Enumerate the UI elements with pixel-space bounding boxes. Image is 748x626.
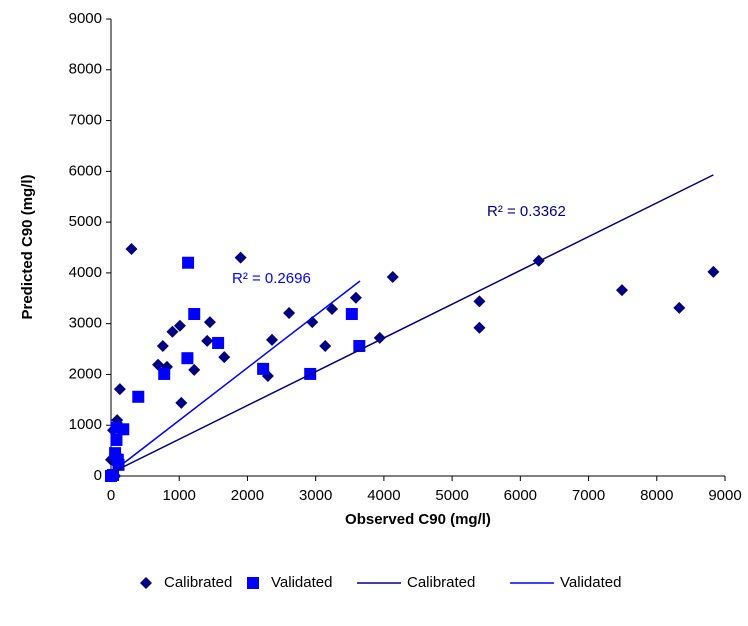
x-tick-label: 7000 [572, 487, 605, 504]
point [345, 308, 358, 321]
x-tick-label: 1000 [163, 487, 196, 504]
point [326, 302, 339, 315]
point [673, 301, 686, 314]
point [152, 358, 165, 371]
trend-line [110, 280, 361, 474]
y-tick-label: 3000 [69, 315, 102, 332]
y-tick-label: 1000 [69, 416, 102, 433]
y-axis-title: Predicted C90 (mg/l) [19, 174, 36, 319]
legend-label: Calibrated [164, 574, 232, 591]
point [306, 316, 319, 329]
point [473, 295, 486, 308]
point [615, 284, 628, 297]
y-tick-label: 5000 [69, 213, 102, 230]
point [234, 251, 247, 264]
x-tick-label: 9000 [708, 487, 741, 504]
x-tick-label: 8000 [640, 487, 673, 504]
point [257, 362, 270, 375]
point [203, 316, 216, 329]
legend-label: Validated [271, 574, 332, 591]
point [166, 325, 179, 338]
point [110, 433, 123, 446]
legend-label: Calibrated [407, 574, 475, 591]
point [283, 307, 296, 320]
point [175, 396, 188, 409]
point [473, 321, 486, 334]
x-axis-title: Observed C90 (mg/l) [345, 511, 491, 528]
y-tick-label: 4000 [69, 264, 102, 281]
point [132, 390, 145, 403]
annotation: R² = 0.2696 [232, 270, 311, 287]
y-tick-label: 6000 [69, 162, 102, 179]
legend-label: Validated [560, 574, 621, 591]
point [113, 383, 126, 396]
point [181, 352, 194, 365]
point [212, 336, 225, 349]
point [218, 351, 231, 364]
y-tick-label: 2000 [69, 365, 102, 382]
annotation: R² = 0.3362 [487, 203, 566, 220]
point [319, 340, 332, 353]
legend-marker [140, 577, 152, 589]
y-tick-label: 7000 [69, 112, 102, 129]
point [110, 421, 123, 434]
point [173, 319, 186, 332]
point [386, 270, 399, 283]
trend-line [110, 174, 714, 474]
point [156, 340, 169, 353]
point [182, 256, 195, 269]
point [266, 333, 279, 346]
point [188, 308, 201, 321]
y-tick-label: 8000 [69, 61, 102, 78]
point [707, 265, 720, 278]
point [158, 367, 171, 380]
y-tick-label: 9000 [69, 10, 102, 27]
x-tick-label: 4000 [367, 487, 400, 504]
x-tick-label: 2000 [231, 487, 264, 504]
x-tick-label: 3000 [299, 487, 332, 504]
x-tick-label: 6000 [504, 487, 537, 504]
y-tick-label: 0 [94, 467, 102, 484]
point [125, 243, 138, 256]
point [201, 334, 214, 347]
x-tick-label: 0 [107, 487, 115, 504]
legend-marker [247, 577, 259, 589]
point [349, 291, 362, 304]
point [105, 470, 117, 482]
point [188, 363, 201, 376]
x-tick-label: 5000 [435, 487, 468, 504]
